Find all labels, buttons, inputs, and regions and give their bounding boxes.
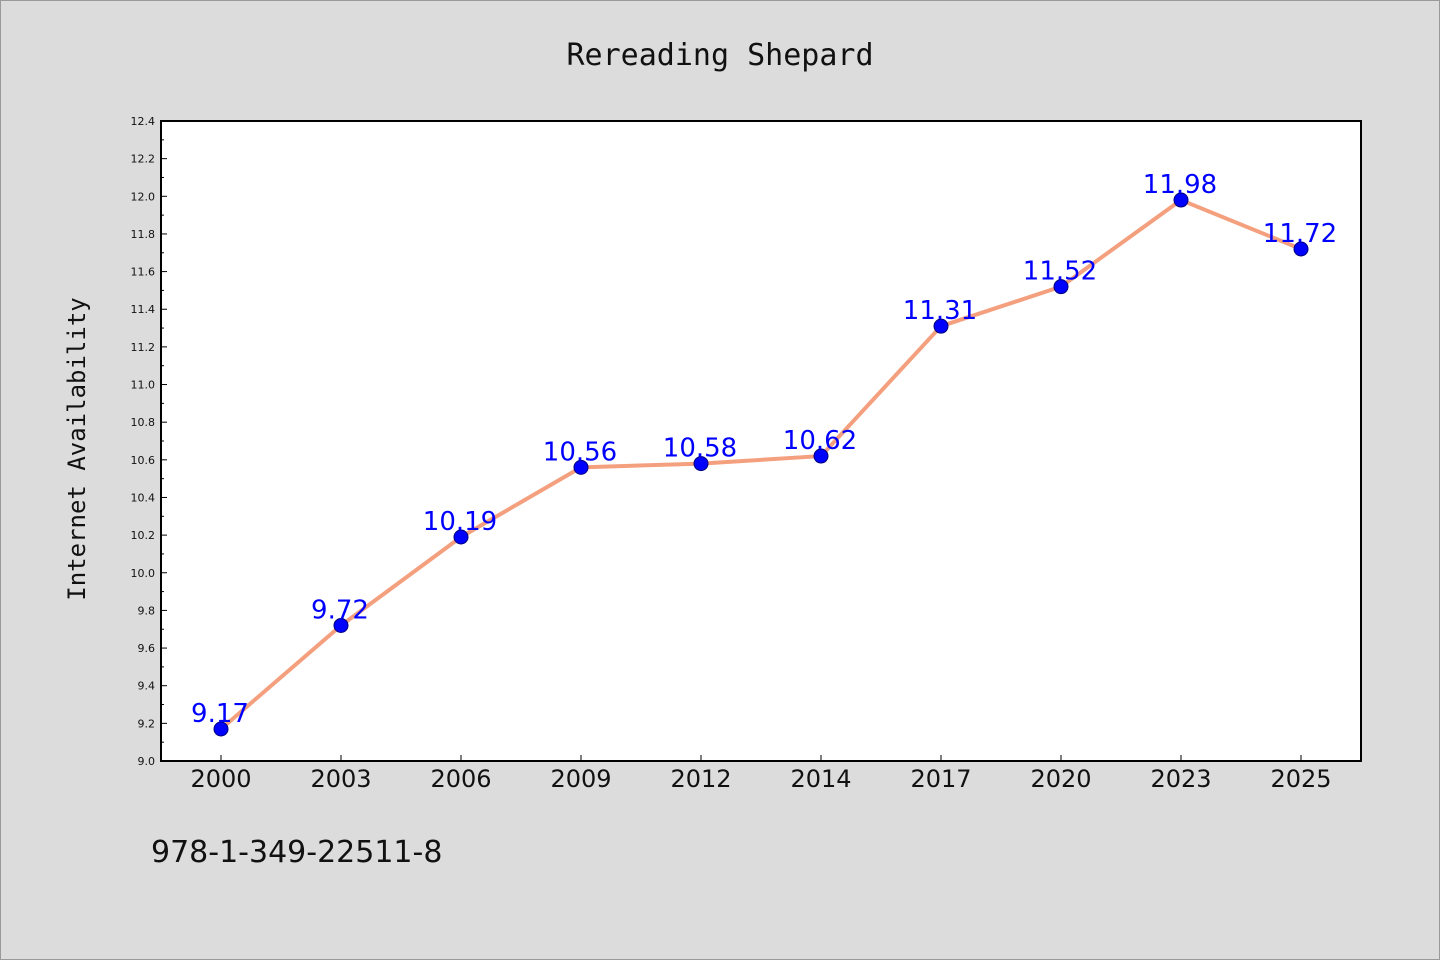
- x-tick-label: 2000: [190, 765, 251, 793]
- plot-area: [160, 120, 1362, 762]
- data-label: 11.31: [903, 296, 977, 326]
- x-tick-label: 2014: [790, 765, 851, 793]
- data-label: 11.72: [1263, 219, 1337, 249]
- y-tick-label: 9.6: [138, 642, 156, 655]
- y-tick-label: 10.2: [131, 529, 156, 542]
- chart-title: Rereading Shepard: [566, 38, 873, 73]
- data-labels-group: 9.17 9.72 10.19 10.56 10.58 10.62 11.31 11.52 11…: [191, 170, 1337, 729]
- x-axis-ticks: 2000 2003 2006 2009 2012 2014 2017 2020 2023 2025: [190, 755, 1332, 793]
- plot-frame: [160, 120, 1362, 762]
- y-tick-label: 9.2: [138, 717, 156, 730]
- data-point: [933, 318, 949, 334]
- data-label: 10.62: [783, 426, 857, 456]
- series-group: [213, 192, 1309, 737]
- y-axis-ticks: 9.0 9.2 9.4 9.6 9.8 10.0 10.2 10.4 10.6 10.8 11.0 1…: [131, 115, 167, 768]
- data-point: [453, 529, 469, 545]
- x-tick-label: 2006: [430, 765, 491, 793]
- data-point: [813, 448, 829, 464]
- isbn-code: 978-1-349-22511-8: [151, 835, 443, 870]
- x-tick-label: 2009: [550, 765, 611, 793]
- series-line: [219, 198, 1303, 731]
- x-tick-label: 2023: [1150, 765, 1211, 793]
- data-label: 9.17: [191, 699, 249, 729]
- data-label: 9.72: [311, 595, 369, 625]
- y-tick-label: 11.2: [131, 341, 156, 354]
- y-tick-label: 9.4: [138, 680, 156, 693]
- data-point: [213, 721, 229, 737]
- x-tick-label: 2020: [1030, 765, 1091, 793]
- y-tick-label: 10.6: [131, 454, 156, 467]
- x-tick-label: 2017: [910, 765, 971, 793]
- data-label: 10.19: [423, 507, 497, 537]
- y-tick-label: 10.0: [131, 567, 156, 580]
- x-tick-label: 2025: [1270, 765, 1331, 793]
- data-label: 10.58: [663, 434, 737, 464]
- data-point: [333, 617, 349, 633]
- y-tick-label: 11.4: [131, 303, 156, 316]
- data-label: 11.52: [1023, 257, 1097, 287]
- y-tick-label: 11.0: [131, 379, 156, 392]
- data-point: [1053, 279, 1069, 295]
- data-point: [573, 459, 589, 475]
- x-tick-label: 2012: [670, 765, 731, 793]
- data-point: [693, 456, 709, 472]
- x-tick-label: 2003: [310, 765, 371, 793]
- y-tick-label: 9.0: [138, 755, 156, 768]
- y-axis-label: Internet Availability: [63, 297, 91, 600]
- y-tick-label: 12.0: [131, 190, 156, 203]
- data-point: [1293, 241, 1309, 257]
- y-tick-label: 9.8: [138, 604, 156, 617]
- y-tick-label: 10.4: [131, 491, 156, 504]
- y-tick-label: 11.6: [131, 266, 156, 279]
- data-point: [1173, 192, 1189, 208]
- y-tick-label: 12.2: [131, 153, 156, 166]
- y-tick-label: 12.4: [131, 115, 156, 128]
- data-label: 11.98: [1143, 170, 1217, 200]
- data-label: 10.56: [543, 437, 617, 467]
- y-tick-label: 10.8: [131, 416, 156, 429]
- y-tick-label: 11.8: [131, 228, 156, 241]
